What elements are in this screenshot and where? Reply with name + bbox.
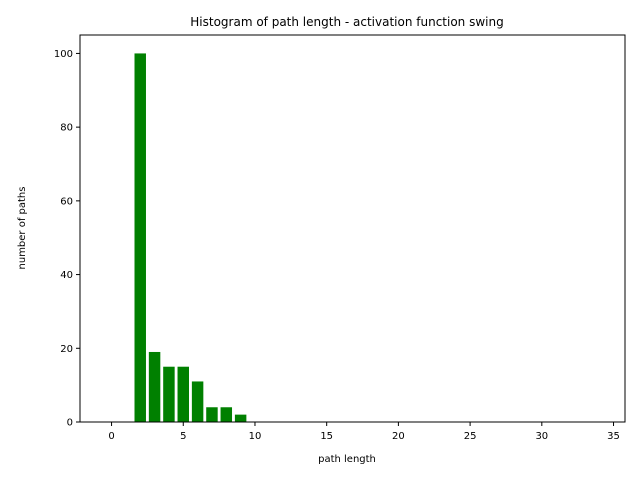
y-tick-label: 80 xyxy=(60,123,73,134)
y-axis-ticks: 0 20 40 60 80 100 xyxy=(54,49,80,429)
y-tick-label: 40 xyxy=(60,270,73,281)
bar-8 xyxy=(220,407,233,422)
x-tick-label: 30 xyxy=(535,431,548,442)
bar-3 xyxy=(148,351,161,422)
y-axis-label: number of paths xyxy=(17,187,28,270)
bars-group xyxy=(134,53,247,423)
y-tick-label: 100 xyxy=(54,49,73,60)
y-tick-label: 20 xyxy=(60,344,73,355)
bar-9 xyxy=(234,414,247,422)
chart-title: Histogram of path length - activation fu… xyxy=(190,15,503,29)
y-tick-label: 0 xyxy=(67,418,73,429)
bar-6 xyxy=(191,381,204,422)
x-tick-label: 25 xyxy=(464,431,477,442)
bar-2 xyxy=(134,53,146,423)
y-tick-label: 60 xyxy=(60,196,73,207)
x-tick-label: 15 xyxy=(320,431,333,442)
bar-5 xyxy=(177,366,189,422)
x-axis-label: path length xyxy=(318,454,376,465)
x-tick-label: 20 xyxy=(392,431,405,442)
bar-4 xyxy=(163,366,175,422)
x-tick-label: 5 xyxy=(180,431,186,442)
x-tick-label: 10 xyxy=(249,431,262,442)
x-tick-label: 35 xyxy=(607,431,620,442)
plot-frame xyxy=(79,34,626,423)
x-axis-ticks: 0 5 10 15 20 25 30 35 xyxy=(108,422,620,442)
x-tick-label: 0 xyxy=(108,431,114,442)
bar-7 xyxy=(206,407,218,422)
